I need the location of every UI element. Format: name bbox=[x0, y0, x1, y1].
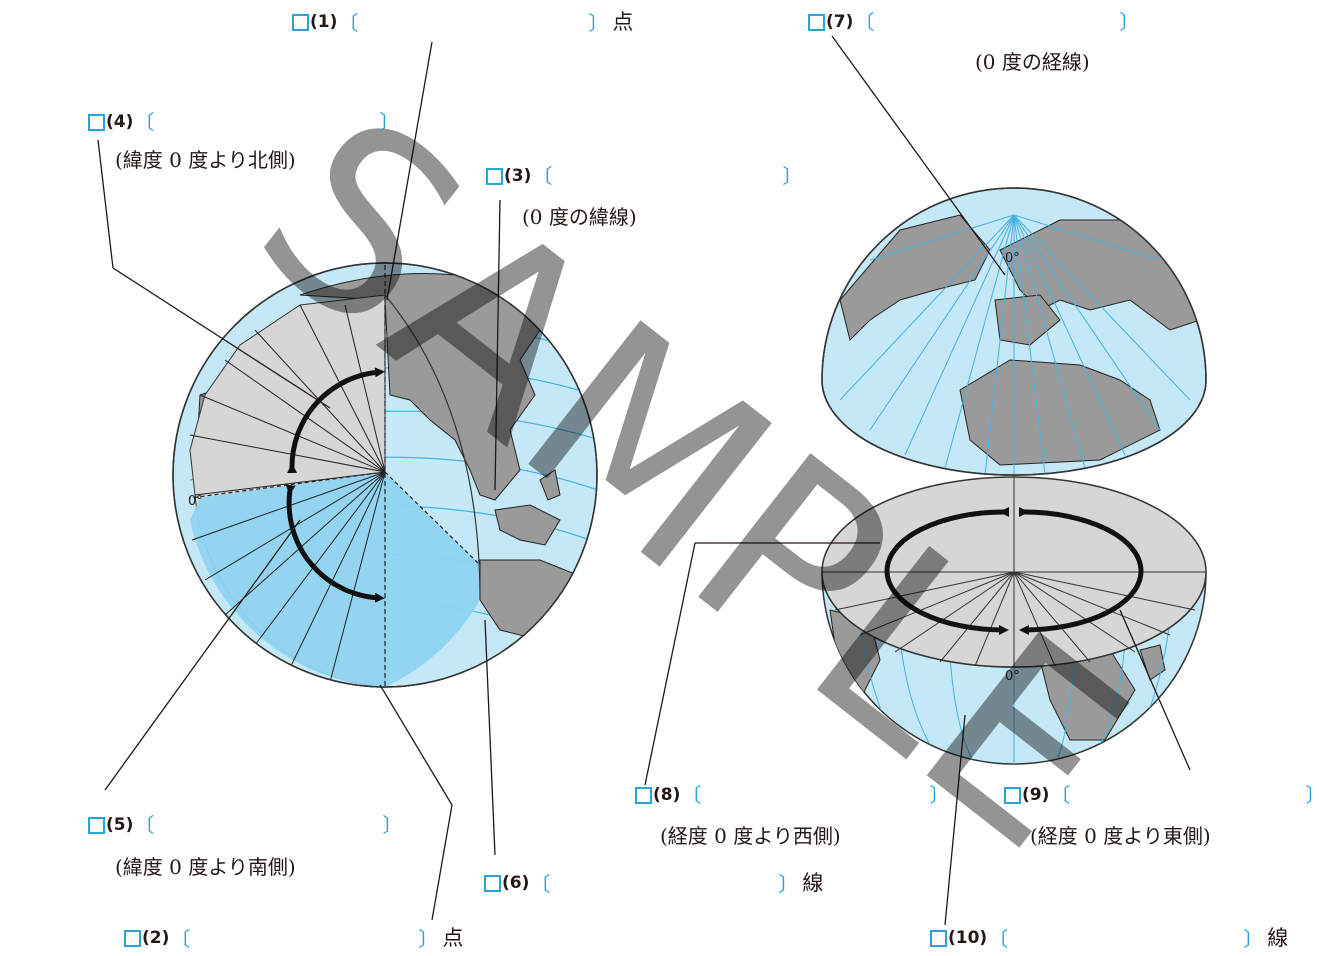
q8-note: (経度 0 度より西側) bbox=[660, 824, 841, 848]
q1-suffix: 点 bbox=[612, 10, 634, 34]
label-q3: (3) 〔〕 bbox=[486, 166, 802, 186]
label-q9: (9) 〔〕 bbox=[1004, 785, 1319, 805]
checkbox-q1[interactable] bbox=[292, 14, 309, 31]
checkbox-q6[interactable] bbox=[484, 875, 501, 892]
q5-note: (緯度 0 度より南側) bbox=[115, 855, 296, 879]
q10-number: (10) bbox=[948, 928, 988, 948]
q10-suffix: 線 bbox=[1267, 926, 1289, 950]
label-q7: (7) 〔〕 bbox=[808, 12, 1139, 32]
q5-number: (5) bbox=[106, 814, 134, 835]
checkbox-q5[interactable] bbox=[88, 816, 105, 834]
lon-zero-top-label: 0° bbox=[1005, 251, 1020, 266]
checkbox-q9[interactable] bbox=[1004, 786, 1021, 804]
lon-zero-bottom-label: 0° bbox=[1005, 669, 1020, 684]
q4-note: (緯度 0 度より北側) bbox=[115, 148, 296, 172]
q8-number: (8) bbox=[653, 784, 681, 805]
checkbox-q10[interactable] bbox=[930, 930, 947, 947]
q9-number: (9) bbox=[1022, 784, 1050, 805]
north-hemisphere bbox=[821, 187, 1207, 570]
q6-number: (6) bbox=[502, 873, 530, 893]
leader-lines bbox=[97, 35, 1191, 926]
checkbox-q7[interactable] bbox=[808, 13, 825, 31]
q3-note: (0 度の緯線) bbox=[522, 205, 637, 229]
label-q10: (10) 〔〕 線 bbox=[930, 928, 1288, 949]
checkbox-q3[interactable] bbox=[486, 167, 503, 185]
south-hemisphere bbox=[821, 476, 1207, 765]
checkbox-q4[interactable] bbox=[88, 113, 105, 131]
label-q2: (2) 〔〕 点 bbox=[124, 928, 463, 949]
q2-suffix: 点 bbox=[442, 926, 464, 950]
q7-note: (0 度の経線) bbox=[975, 50, 1090, 74]
q2-number: (2) bbox=[142, 928, 170, 948]
q1-number: (1) bbox=[310, 12, 338, 32]
label-q4: (4) 〔〕 bbox=[88, 112, 399, 132]
label-q5: (5) 〔〕 bbox=[88, 815, 402, 835]
checkbox-q8[interactable] bbox=[635, 786, 652, 804]
left-globe bbox=[172, 262, 598, 688]
q6-suffix: 線 bbox=[802, 871, 824, 895]
checkbox-q2[interactable] bbox=[124, 930, 141, 947]
q4-number: (4) bbox=[106, 111, 134, 132]
lat-zero-label: 0° bbox=[188, 494, 203, 509]
label-q1: (1) 〔〕 点 bbox=[292, 12, 633, 33]
q7-number: (7) bbox=[826, 11, 854, 32]
label-q6: (6) 〔〕 線 bbox=[484, 873, 823, 894]
label-q8: (8) 〔〕 bbox=[635, 785, 949, 805]
q3-number: (3) bbox=[504, 165, 532, 186]
q9-note: (経度 0 度より東側) bbox=[1030, 824, 1211, 848]
